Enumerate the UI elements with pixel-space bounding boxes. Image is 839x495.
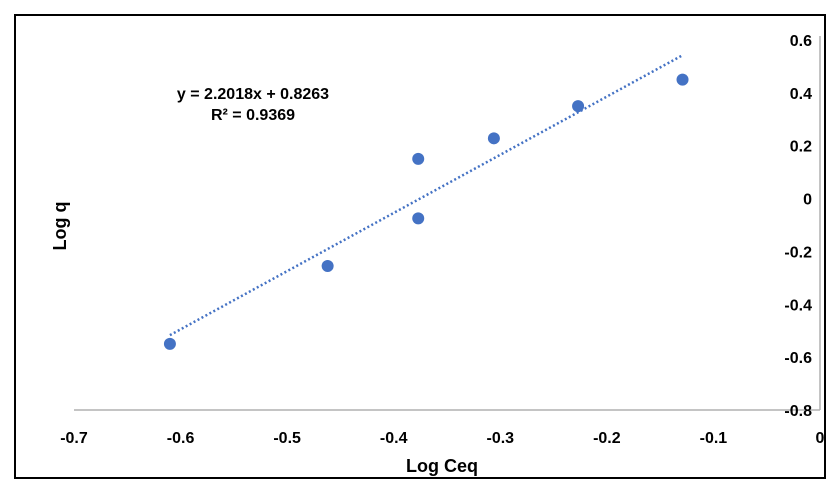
y-tick-labels: 0.6 0.4 0.2 0 -0.2 -0.4 -0.6 -0.8 [784,33,812,420]
y-tick-label: -0.2 [784,244,812,261]
data-point [487,132,500,145]
x-tick-label: -0.3 [486,430,514,447]
data-point [163,337,176,350]
y-axis-title: Log q [50,202,70,251]
x-tick-label: -0.5 [273,430,301,447]
y-tick-label: 0.6 [790,33,812,50]
y-tick-label: 0.2 [790,139,812,156]
x-tick-label: -0.1 [700,430,728,447]
r-squared-label: R² = 0.9369 [211,107,295,124]
x-tick-labels: -0.7 -0.6 -0.5 -0.4 -0.3 -0.2 -0.1 0 [60,430,824,447]
data-point [321,259,334,272]
y-tick-label: -0.8 [784,403,812,420]
x-tick-label: -0.6 [167,430,195,447]
x-axis-title: Log Ceq [406,456,478,476]
trendline [169,54,684,337]
trendline-equation: y = 2.2018x + 0.8263 [177,86,329,103]
data-point [676,73,689,86]
x-tick-label: -0.4 [380,430,408,447]
chart-frame [14,14,826,479]
y-tick-label: 0 [803,192,812,209]
x-tick-label: -0.2 [593,430,621,447]
trendline-group [169,54,684,337]
x-tick-label: 0 [816,430,825,447]
y-tick-label: -0.4 [784,297,812,314]
data-point [412,212,425,225]
axes [74,36,821,411]
data-point [572,100,585,113]
y-tick-label: -0.6 [784,350,812,367]
data-points [163,73,689,350]
x-tick-label: -0.7 [60,430,88,447]
data-point [412,152,425,165]
y-tick-label: 0.4 [790,86,812,103]
